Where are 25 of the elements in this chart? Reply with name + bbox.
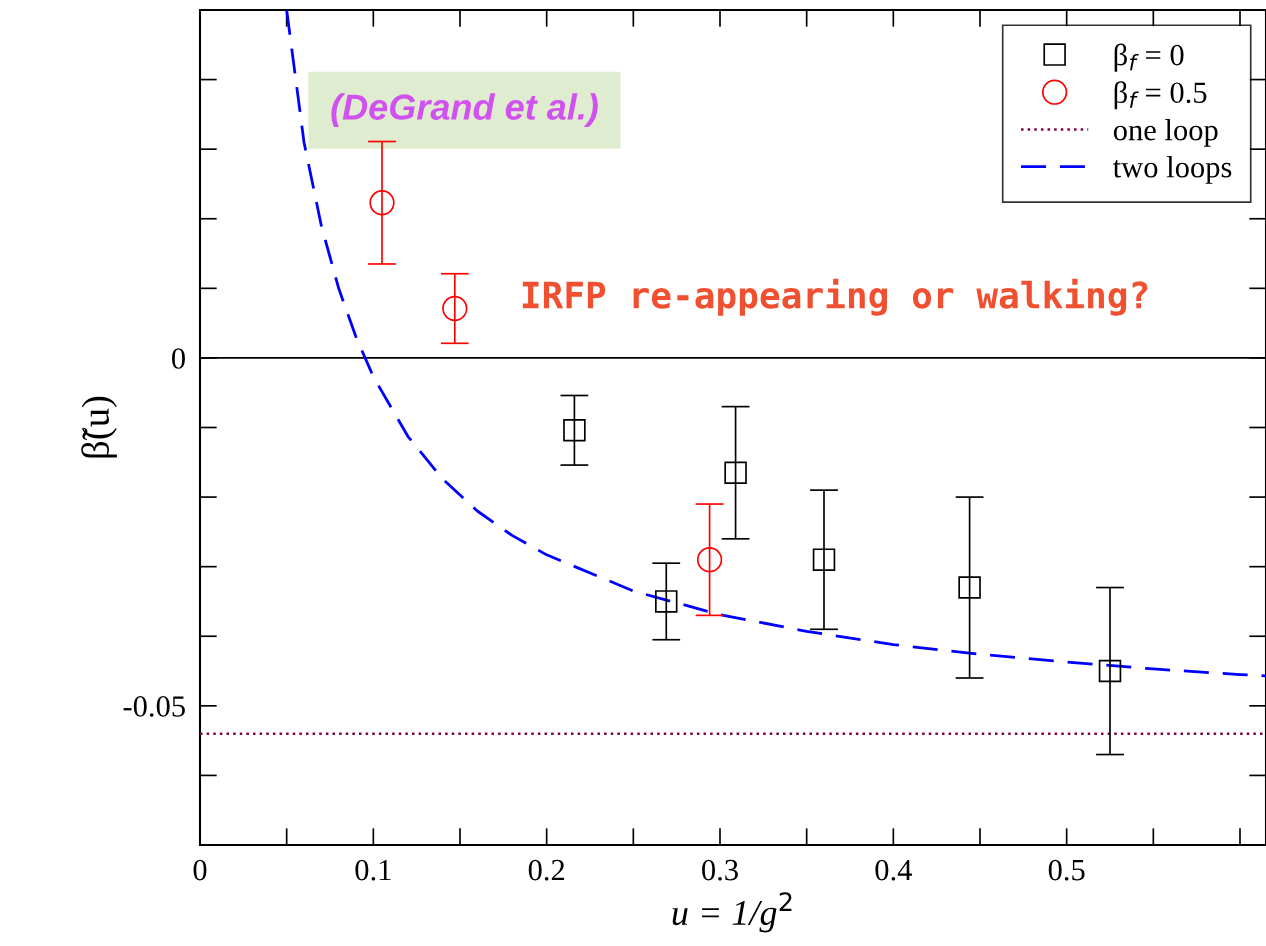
point bbox=[958, 576, 981, 599]
x-tick-label: 0.1 bbox=[355, 859, 391, 881]
legend-label: two loops bbox=[1113, 156, 1232, 184]
x-tick-label: 0.4 bbox=[875, 859, 912, 881]
point bbox=[696, 547, 723, 573]
point bbox=[442, 295, 468, 322]
legend-label: β$_{f}$ = 0.5 bbox=[1114, 81, 1207, 110]
point bbox=[724, 461, 747, 484]
y-tick-label: -0.05 bbox=[123, 696, 185, 717]
x-tick-label: 0.2 bbox=[528, 859, 565, 881]
annotation: IRFP re-appearing or walking? bbox=[522, 278, 1148, 316]
x-axis-title: u = 1/g$^{2}$ bbox=[672, 892, 792, 933]
x-tick-label: 0 bbox=[193, 859, 207, 881]
point bbox=[563, 419, 586, 442]
x-tick-label: 0.5 bbox=[1048, 859, 1085, 881]
line-series bbox=[285, 10, 1266, 678]
point bbox=[1098, 659, 1122, 683]
point bbox=[812, 548, 836, 571]
x-tick-label: 0.3 bbox=[702, 859, 738, 881]
point bbox=[369, 190, 395, 216]
legend-label: β$_{f}$ = 0 bbox=[1114, 43, 1184, 72]
point bbox=[655, 590, 678, 613]
y-axis-title: β̃(u) bbox=[81, 396, 117, 458]
legend-label: one loop bbox=[1113, 118, 1218, 147]
annotation: (DeGrand et al.) bbox=[331, 93, 598, 128]
